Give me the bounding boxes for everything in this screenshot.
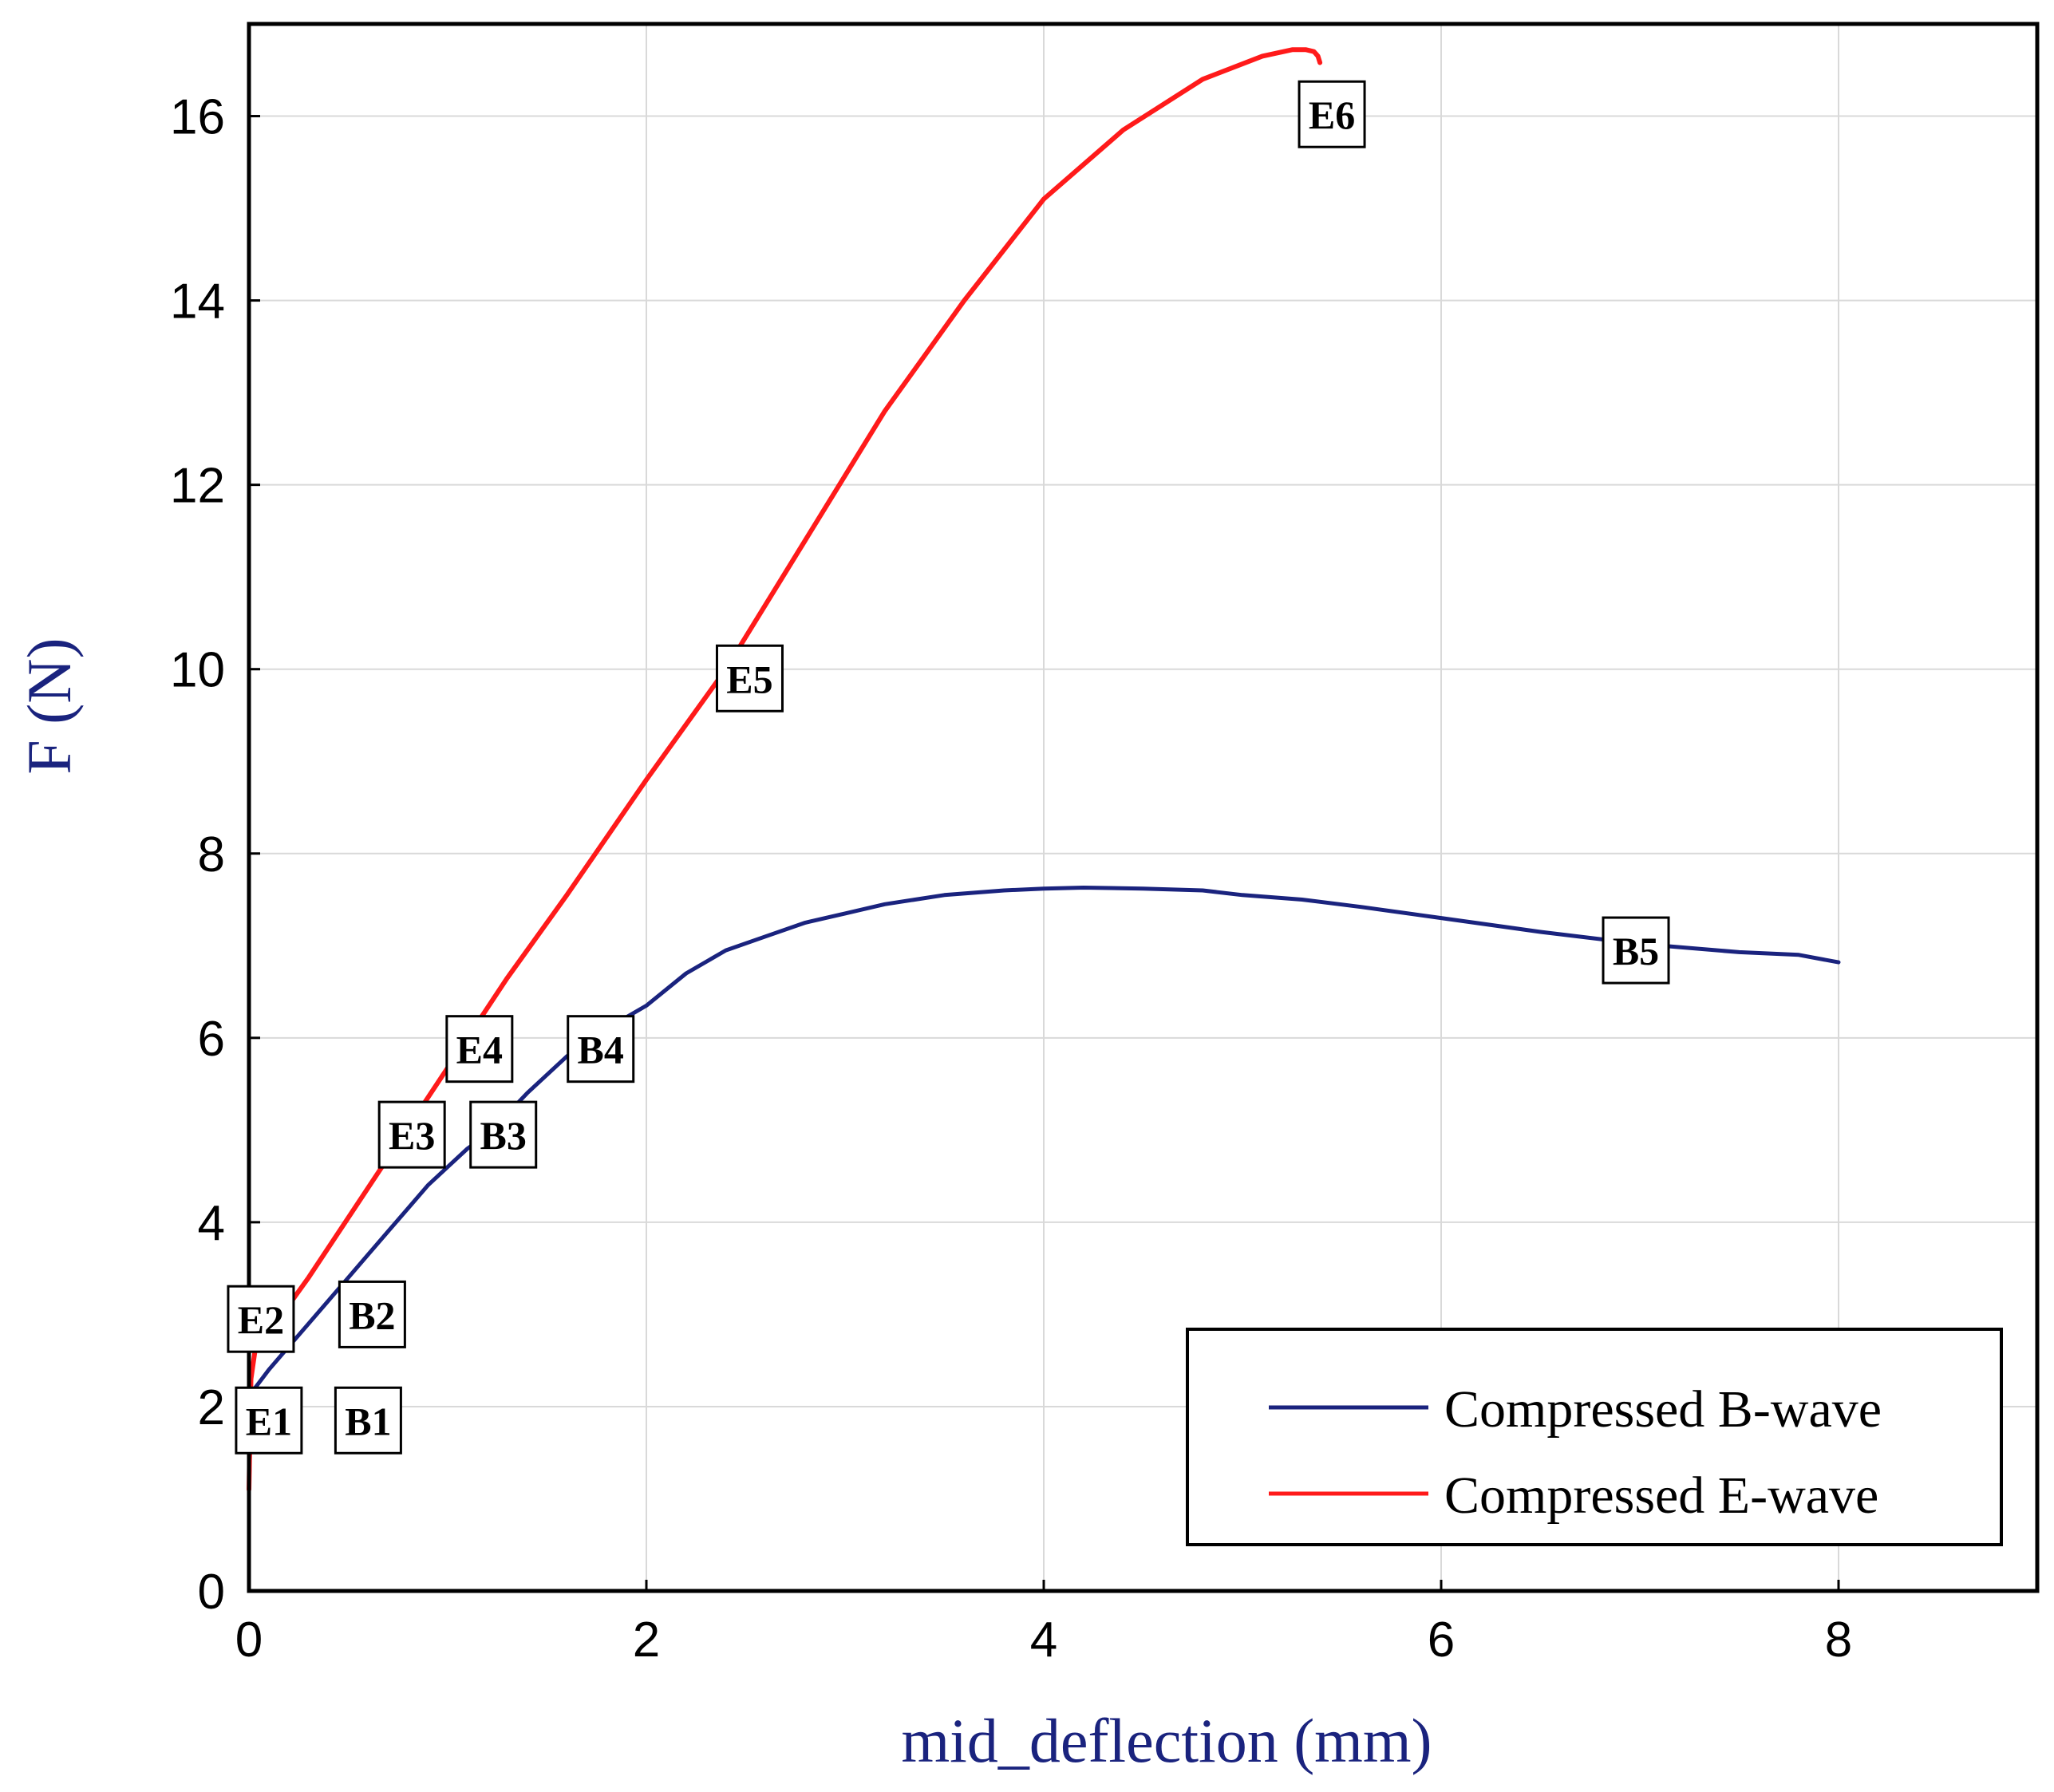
point-label-text: B3	[480, 1113, 527, 1158]
point-label-box	[1298, 80, 1366, 148]
y-tick-label: 12	[170, 459, 225, 514]
point-label-text: E1	[246, 1399, 292, 1443]
point-label-e1: E1	[235, 1386, 303, 1455]
plot-frame	[247, 22, 2040, 1593]
point-label-text: E2	[238, 1297, 284, 1342]
axis-ticks: 0 2 4 6 8 0 2 4 6 8 10 12 14 16	[170, 90, 1852, 1668]
point-label-box	[227, 1285, 295, 1353]
point-label-text: E6	[1309, 93, 1355, 137]
point-label-b1: B1	[334, 1386, 402, 1455]
x-axis-title: mid_deflection (mm)	[902, 1706, 1432, 1775]
point-label-box	[445, 1015, 514, 1083]
x-tick-label: 0	[235, 1612, 263, 1668]
y-tick-label: 8	[198, 827, 225, 882]
y-tick-label: 0	[198, 1565, 225, 1620]
point-label-text: B5	[1613, 929, 1659, 973]
y-tick-label: 4	[198, 1196, 225, 1251]
point-label-box	[715, 644, 784, 712]
point-label-e5: E5	[715, 644, 784, 712]
legend-label-e-wave: Compressed E-wave	[1444, 1466, 1878, 1525]
x-tick-label: 2	[633, 1612, 660, 1668]
y-tick-label: 16	[170, 90, 225, 145]
point-label-box	[469, 1100, 538, 1169]
point-label-b3: B3	[469, 1100, 538, 1169]
y-tick-label: 14	[170, 274, 225, 330]
point-label-e4: E4	[445, 1015, 514, 1083]
y-tick-label: 10	[170, 643, 225, 698]
point-labels: E1 B1 E2 B2 E3 B3 E4 B4 E5 B5 E6	[227, 80, 1670, 1455]
point-label-b2: B2	[338, 1280, 406, 1348]
legend: Compressed B-wave Compressed E-wave	[1186, 1328, 2003, 1546]
point-label-text: E3	[389, 1113, 435, 1158]
point-label-box	[377, 1100, 446, 1169]
y-axis-title: F (N)	[14, 637, 84, 774]
x-tick-label: 6	[1428, 1612, 1455, 1668]
point-label-text: B2	[349, 1293, 395, 1337]
point-label-text: E5	[726, 657, 772, 701]
point-label-box	[235, 1386, 303, 1455]
y-tick-label: 6	[198, 1012, 225, 1067]
legend-label-b-wave: Compressed B-wave	[1444, 1380, 1882, 1439]
point-label-text: B1	[345, 1399, 391, 1443]
point-label-box	[567, 1015, 635, 1083]
point-label-e6: E6	[1298, 80, 1366, 148]
point-label-text: E4	[456, 1028, 503, 1072]
point-label-box	[338, 1280, 406, 1348]
point-label-e3: E3	[377, 1100, 446, 1169]
point-label-box	[334, 1386, 402, 1455]
y-tick-label: 2	[198, 1380, 225, 1435]
point-label-b5: B5	[1602, 916, 1670, 985]
gridlines	[249, 24, 2037, 1591]
x-tick-label: 4	[1030, 1612, 1057, 1668]
point-label-b4: B4	[567, 1015, 635, 1083]
x-tick-label: 8	[1825, 1612, 1852, 1668]
point-label-text: B4	[578, 1028, 624, 1072]
legend-box	[1186, 1328, 2003, 1546]
point-label-box	[1602, 916, 1670, 985]
point-label-e2: E2	[227, 1285, 295, 1353]
